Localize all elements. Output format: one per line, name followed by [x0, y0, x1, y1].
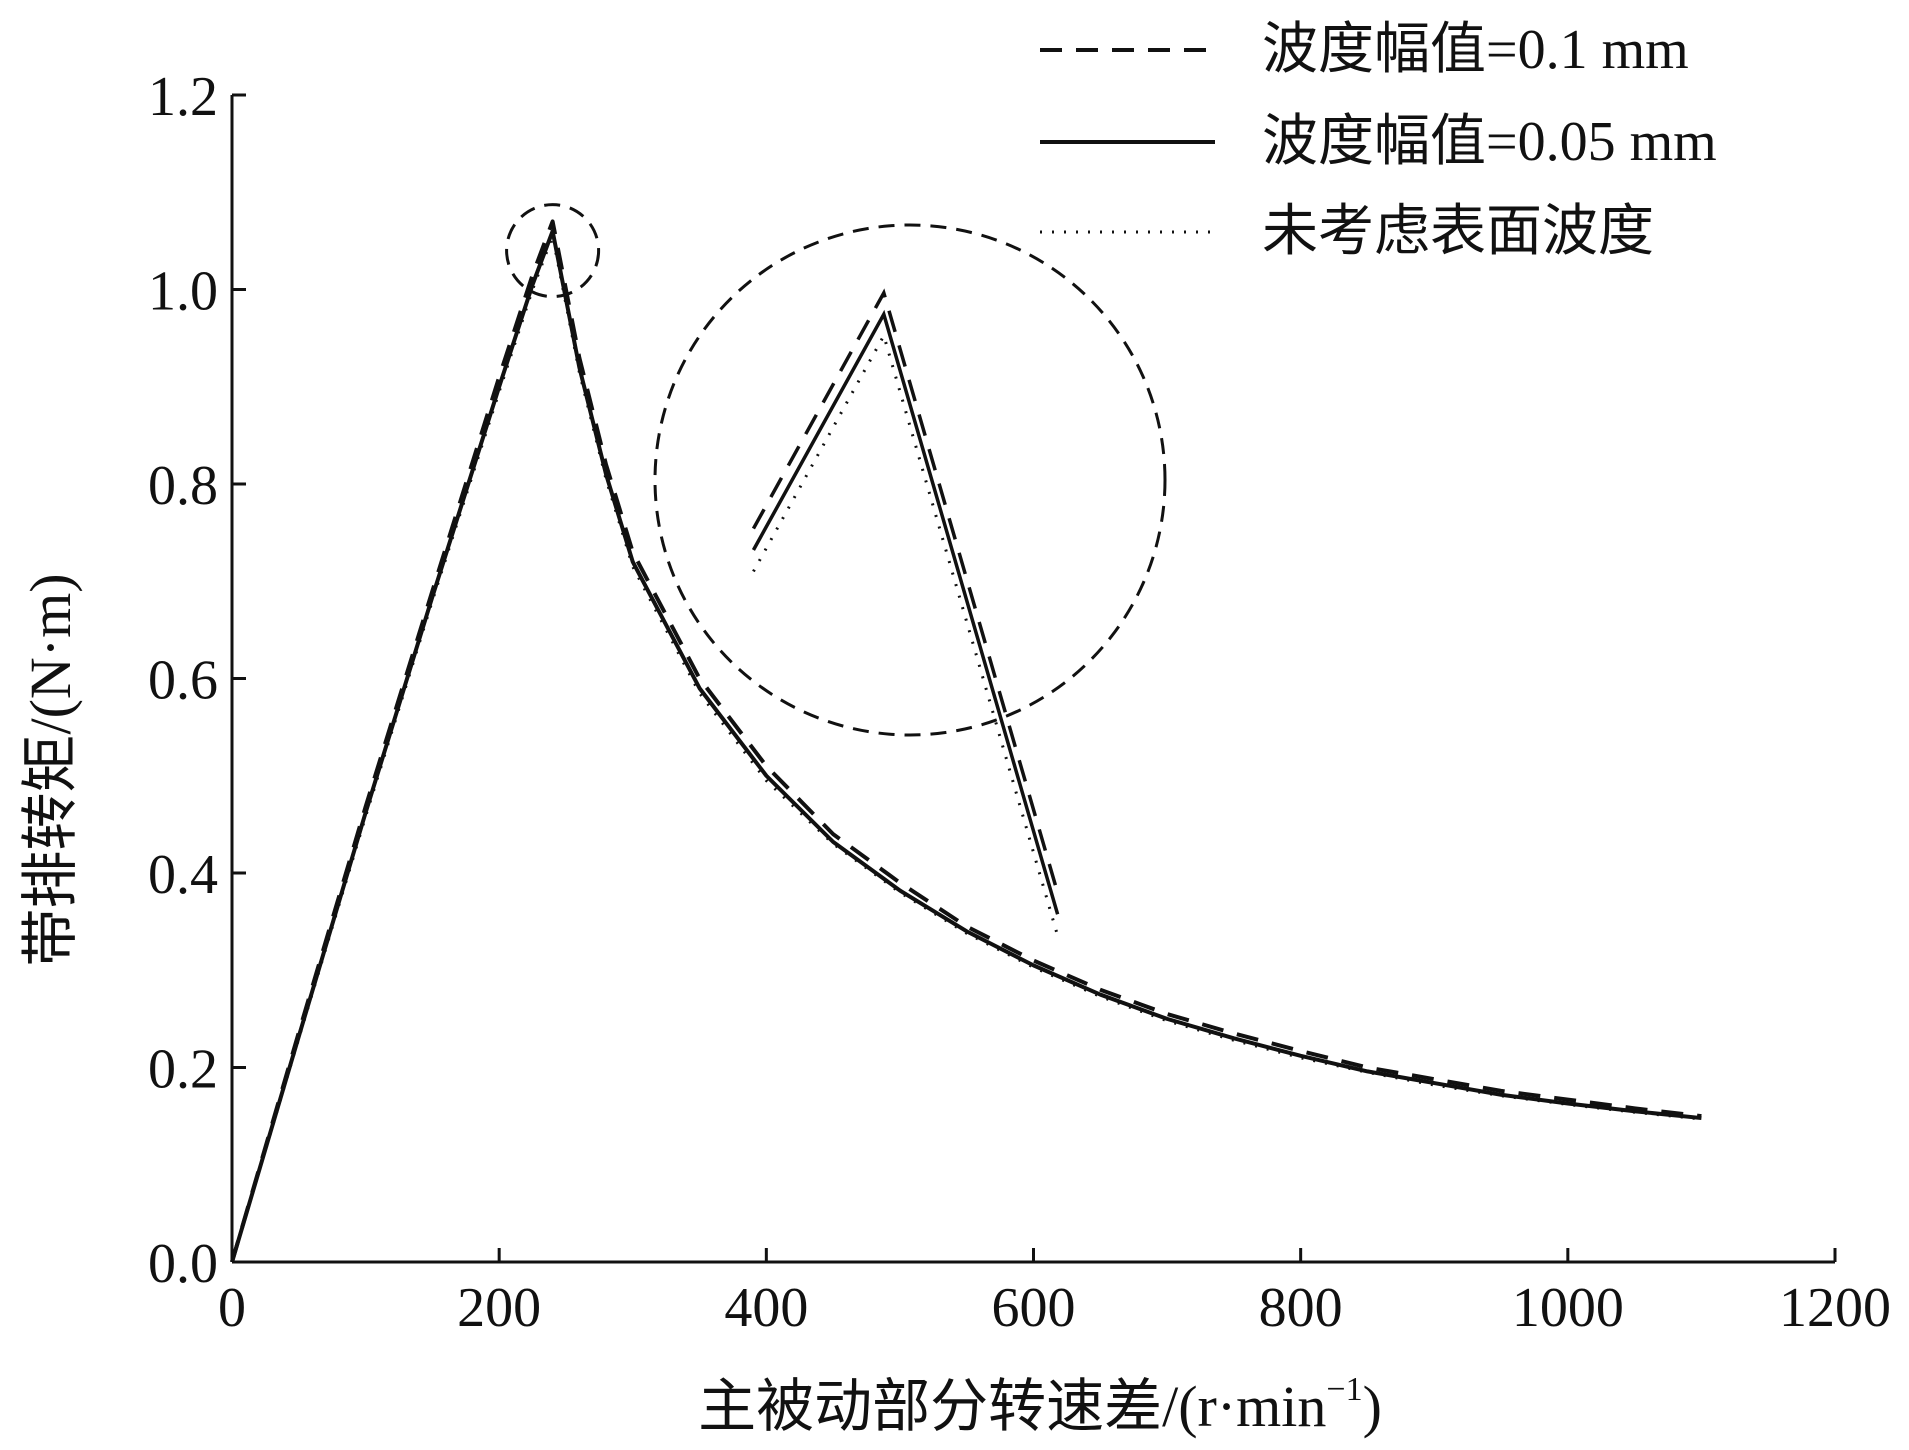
- legend: 波度幅值=0.1 mm 波度幅值=0.05 mm 未考虑表面波度: [1040, 19, 1717, 263]
- series-line-1: [230, 219, 1702, 1263]
- y-tick-label: 0.8: [148, 455, 218, 517]
- x-tick-label: 1000: [1512, 1277, 1624, 1339]
- zoom-series-line-3: [752, 331, 1060, 937]
- series-layer: [230, 219, 1702, 1263]
- y-tick-label: 1.0: [148, 261, 218, 323]
- legend-label-1: 波度幅值=0.1 mm: [1262, 19, 1689, 81]
- zoom-series-line-1: [751, 288, 1060, 894]
- zoom-series-line-2: [751, 309, 1060, 915]
- y-tick-label: 0.4: [148, 844, 218, 906]
- y-axis-title: 带排转矩/(N·m): [18, 573, 83, 966]
- x-tick-label: 1200: [1779, 1277, 1891, 1339]
- y-tick-label: 0.2: [148, 1039, 218, 1101]
- x-tick-label: 0: [218, 1277, 246, 1339]
- series-line-2: [230, 229, 1702, 1263]
- legend-label-3: 未考虑表面波度: [1262, 201, 1654, 263]
- x-tick-label: 400: [724, 1277, 808, 1339]
- axes: [230, 95, 1835, 1264]
- x-tick-label: 200: [457, 1277, 541, 1339]
- zoom-inset-circle: [653, 223, 1167, 737]
- peak-highlight-circle: [505, 203, 601, 299]
- y-tick-label: 0.0: [148, 1233, 218, 1295]
- y-tick-label: 0.6: [148, 650, 218, 712]
- x-tick-label: 800: [1259, 1277, 1343, 1339]
- annotation-layer: [505, 203, 1167, 937]
- x-axis-title: 主被动部分转速差/(r·min−1): [698, 1371, 1382, 1439]
- legend-label-2: 波度幅值=0.05 mm: [1262, 111, 1717, 173]
- y-tick-label: 1.2: [148, 66, 218, 128]
- series-line-3: [230, 234, 1702, 1263]
- x-tick-label: 600: [992, 1277, 1076, 1339]
- ticks: 0 200 400 600 800 1000 1200 0.0 0.2 0.4 0.6 0.8 1.0 1…: [148, 66, 1891, 1339]
- x-axis-title-sup: −1: [1326, 1371, 1362, 1408]
